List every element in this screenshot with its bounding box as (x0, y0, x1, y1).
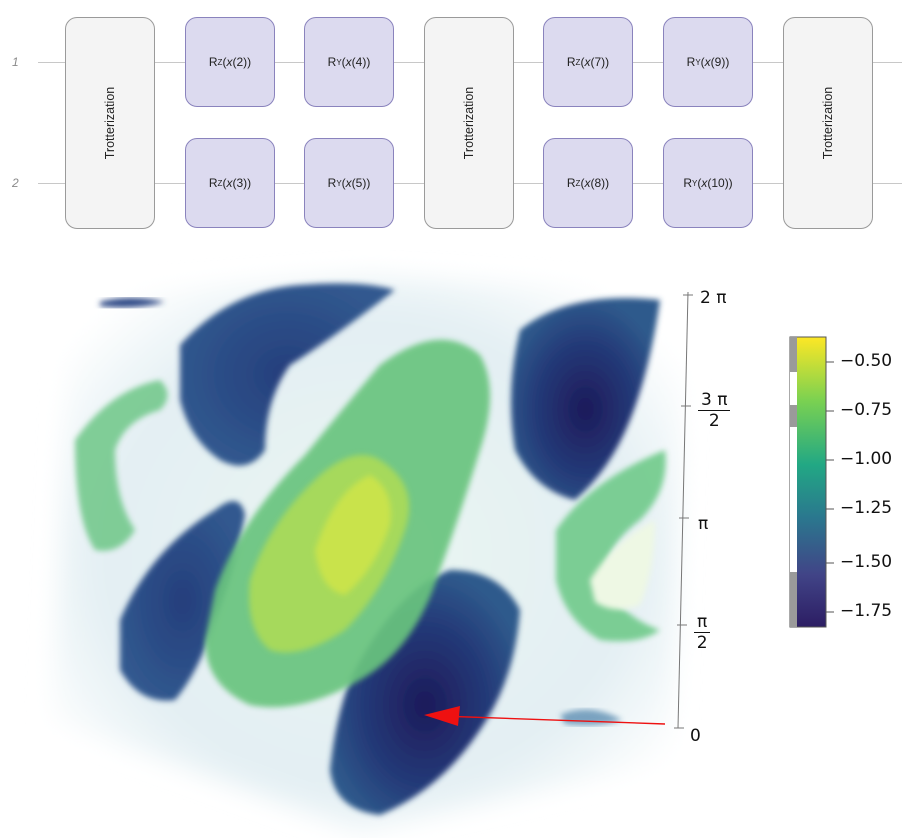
rz-gate-x8[interactable]: R Z(x(8)) (543, 138, 633, 228)
colorbar-marker (790, 427, 797, 572)
colorbar-marker (790, 337, 797, 372)
trotterization-gate-2[interactable]: Trotterization (424, 17, 514, 229)
ry-gate-x10[interactable]: R Y(x(10)) (663, 138, 753, 228)
red-arrow-line (439, 715, 666, 725)
colorbar-tick-label: −0.50 (840, 351, 893, 371)
ry-gate-x9[interactable]: R Y(x(9)) (663, 17, 753, 107)
isosurface-green-right (556, 450, 666, 642)
colorbar-tick-label: −1.50 (840, 552, 893, 572)
isosurface-blue-4 (120, 501, 245, 701)
ry-gate-x4[interactable]: R Y(x(4)) (304, 17, 394, 107)
isosurface-blue-1 (100, 298, 165, 308)
isosurface-blue-2 (180, 283, 395, 466)
z-tick-zero: 0 (690, 726, 701, 746)
colorbar-tick-label: −0.75 (840, 400, 893, 420)
colorbar-tick-label: −1.00 (840, 449, 893, 469)
z-axis-line (677, 291, 689, 729)
rz-gate-x7[interactable]: R Z(x(7)) (543, 17, 633, 107)
volume-render (52, 275, 834, 832)
red-arrow-head (424, 706, 460, 726)
isosurface-blue-3 (511, 298, 660, 500)
trotterization-gate-3[interactable]: Trotterization (783, 17, 873, 229)
isosurface-green-left (75, 380, 168, 551)
colorbar-tick-label: −1.75 (840, 601, 893, 621)
trotterization-gate-1[interactable]: Trotterization (65, 17, 155, 229)
ry-gate-x5[interactable]: R Y(x(5)) (304, 138, 394, 228)
colorbar-marker (790, 572, 797, 627)
quantum-circuit: 1 2 Trotterization Trotterization Trotte… (0, 0, 912, 250)
wire-1-label: 1 (12, 55, 19, 69)
isosurface-green-right-core (590, 520, 655, 610)
rz-gate-x2[interactable]: R Z(x(2)) (185, 17, 275, 107)
wire-2-label: 2 (12, 176, 19, 190)
colorbar-marker (790, 405, 797, 427)
rz-gate-x3[interactable]: R Z(x(3)) (185, 138, 275, 228)
colorbar-tick-label: −1.25 (840, 498, 893, 518)
isosurface-yellow-core (315, 475, 391, 595)
z-tick-pi: π (698, 514, 709, 534)
z-tick-2pi: 2 π (700, 288, 727, 308)
colorbar-marker (790, 372, 797, 405)
isosurface-blue-5 (330, 570, 520, 815)
